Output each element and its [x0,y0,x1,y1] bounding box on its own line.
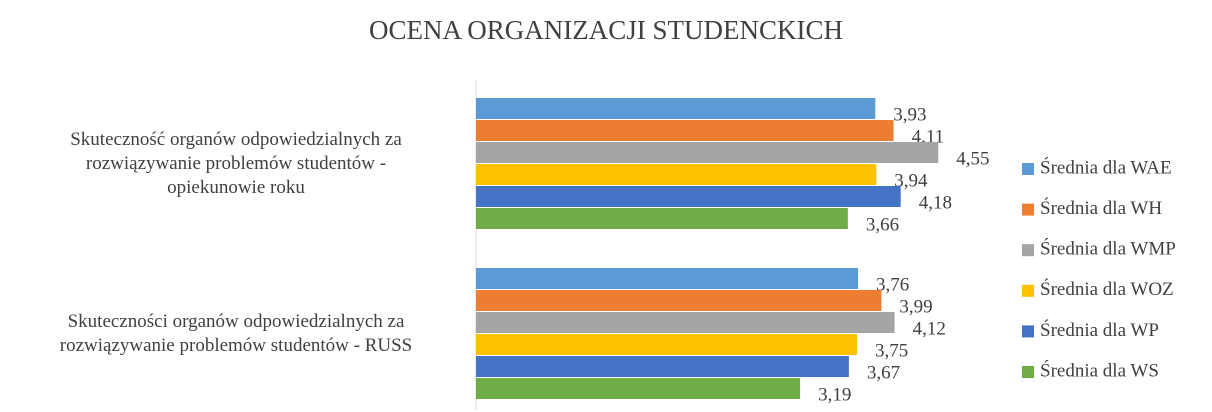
legend-swatch [1022,284,1034,297]
legend-swatch [1022,203,1034,216]
bar [476,334,857,355]
value-label: 3,76 [876,274,909,295]
bar [476,290,882,311]
bar [476,120,894,141]
bar [476,186,901,207]
legend-label: Średnia dla WS [1040,359,1159,381]
bar [476,164,877,185]
value-label: 4,12 [913,318,946,339]
bar [476,142,939,163]
bar [476,98,876,119]
value-label: 4,55 [956,148,989,169]
value-label: 3,94 [894,170,928,191]
bar [476,378,801,399]
legend-label: Średnia dla WOZ [1040,278,1174,300]
legend-swatch [1022,366,1034,378]
value-label: 3,67 [867,362,900,383]
legend-swatch [1022,325,1034,338]
value-label: 4,18 [919,192,952,213]
value-label: 3,93 [893,104,926,125]
legend-label: Średnia dla WH [1040,197,1162,219]
legend-label: Średnia dla WMP [1040,238,1176,260]
value-label: 3,75 [875,340,908,361]
value-label: 3,66 [866,214,899,235]
legend-label: Średnia dla WP [1040,319,1159,341]
bar [476,208,848,229]
category-label: Skuteczność organów odpowiedzialnych za … [70,129,402,198]
bar [476,268,859,289]
legend-swatch [1022,163,1034,175]
legend-label: Średnia dla WAE [1040,156,1172,178]
bar [476,312,895,333]
legend-swatch [1022,244,1034,257]
category-label: Skuteczności organów odpowiedzialnych za… [59,311,413,356]
value-label: 3,99 [899,296,932,317]
value-label: 3,19 [818,384,851,405]
bar [476,356,849,377]
chart-title: OCENA ORGANIZACJI STUDENCKICH [369,15,843,45]
